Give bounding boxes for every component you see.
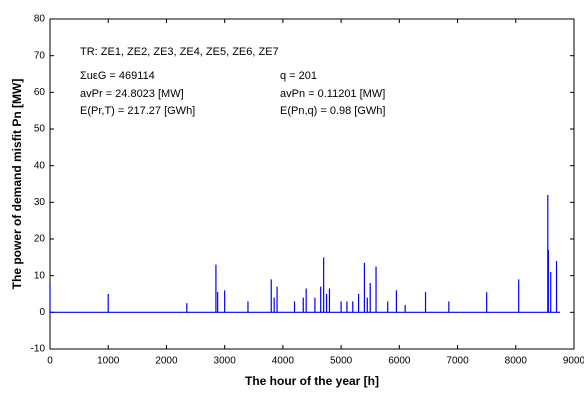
x-tick-label: 2000 [155, 356, 178, 367]
plot-area [49, 18, 575, 350]
y-tick-label: 80 [34, 14, 46, 25]
annotation: q = 201 [280, 70, 317, 82]
annotation: TR: ZE1, ZE2, ZE3, ZE4, ZE5, ZE6, ZE7 [80, 46, 279, 58]
annotation: avPr = 24.8023 [MW] [80, 88, 184, 100]
y-tick-label: 70 [34, 50, 46, 61]
y-tick-label: -10 [31, 344, 46, 355]
x-tick-label: 8000 [505, 356, 528, 367]
x-tick-label: 4000 [272, 356, 295, 367]
y-tick-label: 0 [39, 307, 45, 318]
data-line [49, 195, 561, 313]
annotation: avPn = 0.11201 [MW] [280, 88, 385, 100]
x-tick-label: 6000 [388, 356, 411, 367]
x-tick-label: 1000 [97, 356, 120, 367]
y-tick-label: 60 [34, 87, 46, 98]
y-tick-label: 50 [34, 124, 46, 135]
x-tick-label: 9000 [563, 356, 584, 367]
y-tick-label: 20 [34, 234, 46, 245]
x-tick-label: 5000 [330, 356, 353, 367]
y-axis-label: The power of demand misfit Pn [MW] [10, 79, 24, 290]
annotation: E(Pr,T) = 217.27 [GWh] [80, 105, 195, 117]
x-tick-label: 0 [47, 356, 53, 367]
y-tick-label: 10 [34, 270, 46, 281]
x-tick-label: 7000 [446, 356, 469, 367]
y-tick-label: 40 [34, 160, 46, 171]
x-tick-label: 3000 [214, 356, 237, 367]
annotation: E(Pn,q) = 0.98 [GWh] [280, 105, 385, 117]
annotation: ΣuεG = 469114 [80, 70, 155, 82]
x-axis-label: The hour of the year [h] [245, 374, 379, 388]
y-tick-label: 30 [34, 197, 46, 208]
